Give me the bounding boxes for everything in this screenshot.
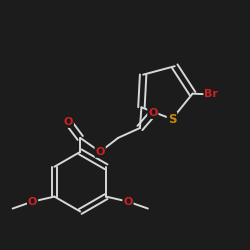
Text: O: O: [64, 117, 73, 127]
Text: O: O: [148, 108, 158, 118]
Text: S: S: [168, 112, 176, 126]
Text: O: O: [96, 147, 105, 157]
Text: Br: Br: [204, 90, 218, 100]
Text: O: O: [28, 196, 37, 206]
Text: O: O: [123, 196, 133, 206]
